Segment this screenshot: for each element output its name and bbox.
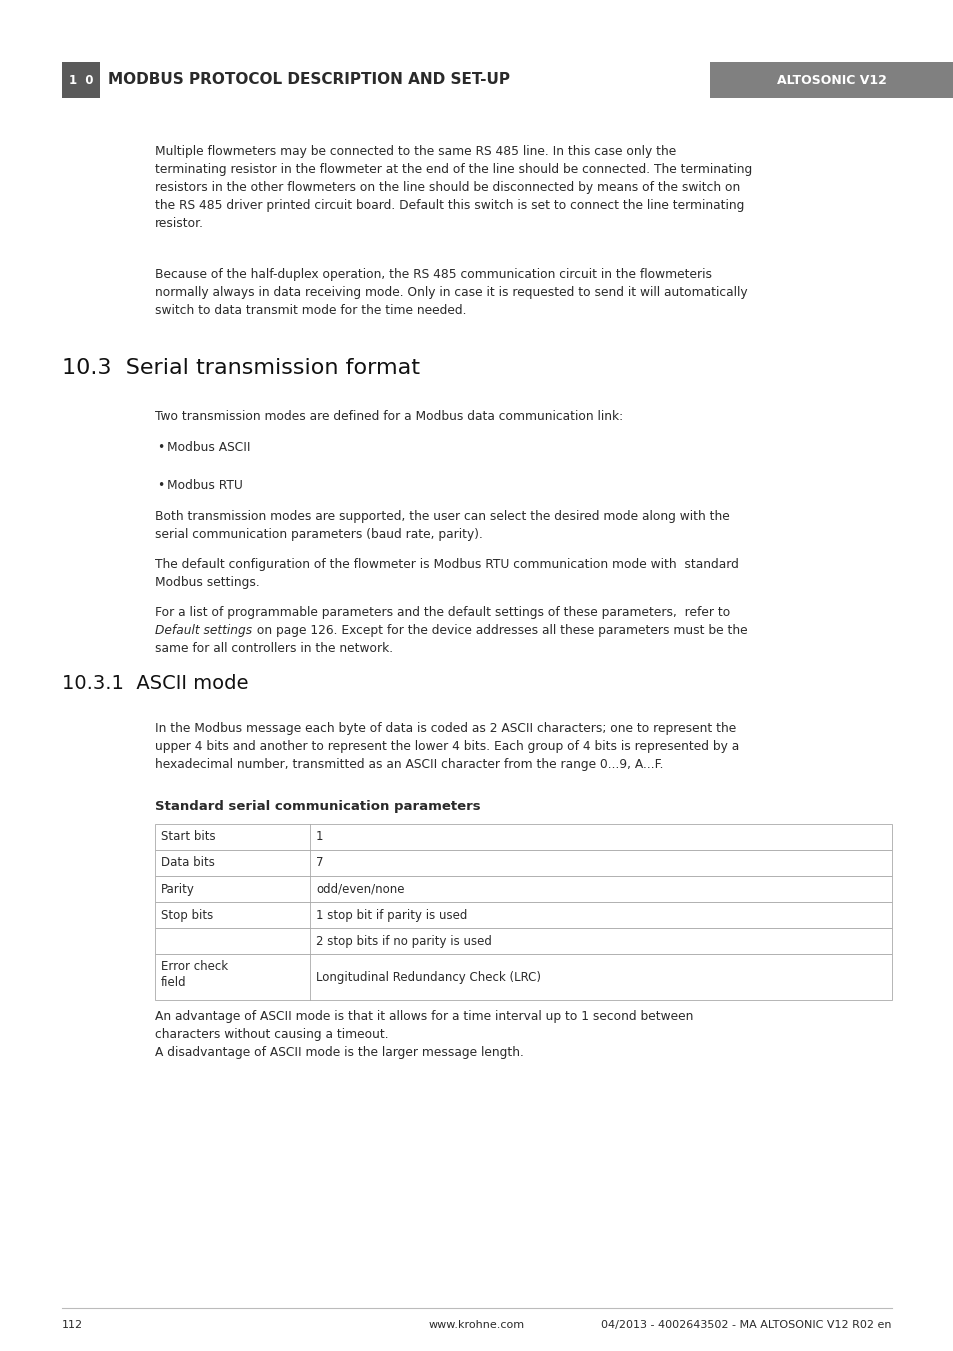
Text: Standard serial communication parameters: Standard serial communication parameters xyxy=(154,800,480,813)
Text: serial communication parameters (baud rate, parity).: serial communication parameters (baud ra… xyxy=(154,528,482,540)
Text: 04/2013 - 4002643502 - MA ALTOSONIC V12 R02 en: 04/2013 - 4002643502 - MA ALTOSONIC V12 … xyxy=(601,1320,891,1329)
Text: •: • xyxy=(157,440,164,454)
Text: upper 4 bits and another to represent the lower 4 bits. Each group of 4 bits is : upper 4 bits and another to represent th… xyxy=(154,740,739,753)
Text: Parity: Parity xyxy=(161,882,194,896)
Bar xyxy=(154,824,891,850)
Bar xyxy=(154,954,891,1000)
Text: Stop bits: Stop bits xyxy=(161,908,213,921)
Text: Because of the half-duplex operation, the RS 485 communication circuit in the fl: Because of the half-duplex operation, th… xyxy=(154,267,711,281)
Text: Data bits: Data bits xyxy=(161,857,214,870)
Text: 10.3.1  ASCII mode: 10.3.1 ASCII mode xyxy=(62,674,248,693)
Text: www.krohne.com: www.krohne.com xyxy=(429,1320,524,1329)
Text: switch to data transmit mode for the time needed.: switch to data transmit mode for the tim… xyxy=(154,304,466,317)
Text: characters without causing a timeout.: characters without causing a timeout. xyxy=(154,1028,388,1042)
Text: The default configuration of the flowmeter is Modbus RTU communication mode with: The default configuration of the flowmet… xyxy=(154,558,739,571)
Text: same for all controllers in the network.: same for all controllers in the network. xyxy=(154,642,393,655)
Text: For a list of programmable parameters and the default settings of these paramete: For a list of programmable parameters an… xyxy=(154,607,729,619)
Text: Multiple flowmeters may be connected to the same RS 485 line. In this case only : Multiple flowmeters may be connected to … xyxy=(154,145,676,158)
Bar xyxy=(154,928,891,954)
Text: Error check: Error check xyxy=(161,961,228,973)
Text: 7: 7 xyxy=(315,857,323,870)
Text: Default settings: Default settings xyxy=(154,624,252,638)
Text: An advantage of ASCII mode is that it allows for a time interval up to 1 second : An advantage of ASCII mode is that it al… xyxy=(154,1011,693,1023)
Text: on page 126. Except for the device addresses all these parameters must be the: on page 126. Except for the device addre… xyxy=(253,624,746,638)
Text: resistors in the other flowmeters on the line should be disconnected by means of: resistors in the other flowmeters on the… xyxy=(154,181,740,195)
Text: Modbus RTU: Modbus RTU xyxy=(167,480,243,492)
Text: Both transmission modes are supported, the user can select the desired mode alon: Both transmission modes are supported, t… xyxy=(154,509,729,523)
Text: 112: 112 xyxy=(62,1320,83,1329)
Text: MODBUS PROTOCOL DESCRIPTION AND SET-UP: MODBUS PROTOCOL DESCRIPTION AND SET-UP xyxy=(108,73,510,88)
Text: Two transmission modes are defined for a Modbus data communication link:: Two transmission modes are defined for a… xyxy=(154,409,622,423)
Bar xyxy=(154,902,891,928)
Bar xyxy=(154,875,891,902)
Text: resistor.: resistor. xyxy=(154,218,204,230)
Text: field: field xyxy=(161,975,187,989)
Bar xyxy=(62,62,100,99)
Text: 1 stop bit if parity is used: 1 stop bit if parity is used xyxy=(315,908,467,921)
Text: normally always in data receiving mode. Only in case it is requested to send it : normally always in data receiving mode. … xyxy=(154,286,747,299)
Text: Modbus settings.: Modbus settings. xyxy=(154,576,259,589)
Bar xyxy=(709,62,953,99)
Text: Modbus ASCII: Modbus ASCII xyxy=(167,440,251,454)
Text: 2 stop bits if no parity is used: 2 stop bits if no parity is used xyxy=(315,935,492,947)
Text: Longitudinal Redundancy Check (LRC): Longitudinal Redundancy Check (LRC) xyxy=(315,970,540,984)
Text: 1: 1 xyxy=(315,831,323,843)
Text: •: • xyxy=(157,480,164,492)
Text: 1  0: 1 0 xyxy=(69,73,93,86)
Text: Start bits: Start bits xyxy=(161,831,215,843)
Text: hexadecimal number, transmitted as an ASCII character from the range 0...9, A...: hexadecimal number, transmitted as an AS… xyxy=(154,758,662,771)
Text: ALTOSONIC V12: ALTOSONIC V12 xyxy=(777,73,886,86)
Text: the RS 485 driver printed circuit board. Default this switch is set to connect t: the RS 485 driver printed circuit board.… xyxy=(154,199,743,212)
Text: odd/even/none: odd/even/none xyxy=(315,882,404,896)
Text: terminating resistor in the flowmeter at the end of the line should be connected: terminating resistor in the flowmeter at… xyxy=(154,163,752,176)
Text: 10.3  Serial transmission format: 10.3 Serial transmission format xyxy=(62,358,419,378)
Text: A disadvantage of ASCII mode is the larger message length.: A disadvantage of ASCII mode is the larg… xyxy=(154,1046,523,1059)
Text: In the Modbus message each byte of data is coded as 2 ASCII characters; one to r: In the Modbus message each byte of data … xyxy=(154,721,736,735)
Bar xyxy=(154,850,891,875)
